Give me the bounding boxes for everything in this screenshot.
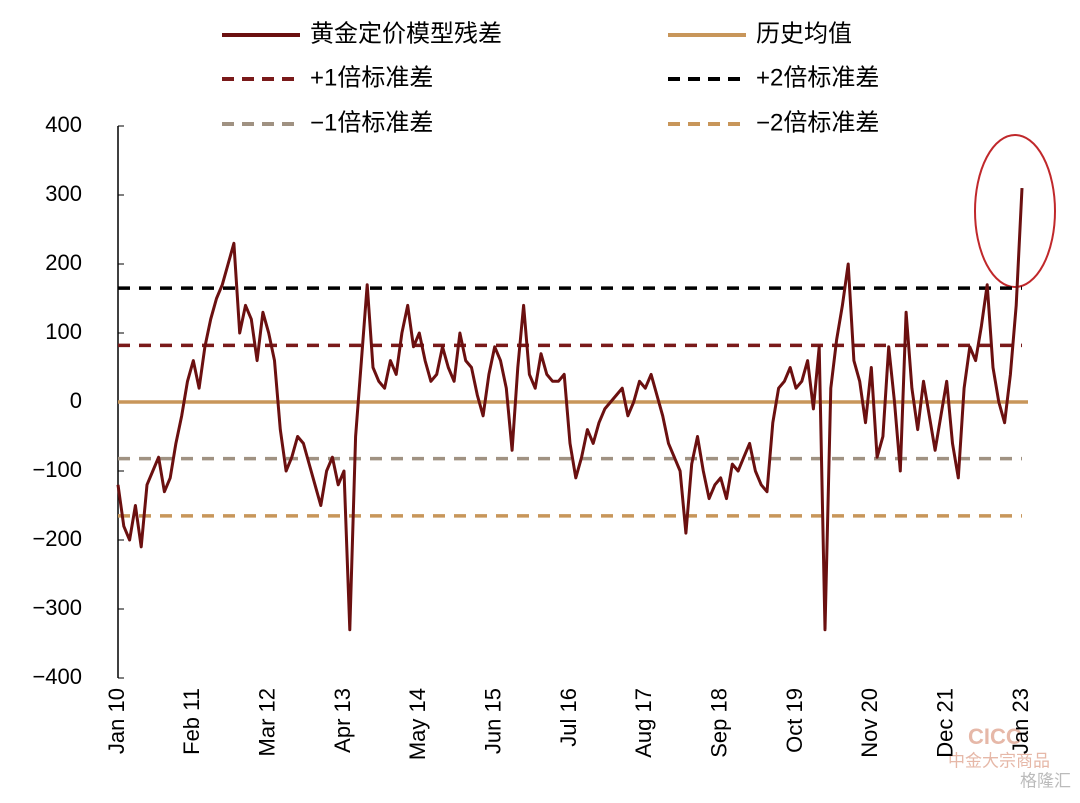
y-tick-label: 200 <box>45 250 82 275</box>
watermark: 格隆汇 <box>1020 771 1071 790</box>
x-tick-label: Mar 12 <box>254 688 279 756</box>
y-tick-label: −100 <box>32 457 82 482</box>
legend-label: +2倍标准差 <box>756 64 879 91</box>
legend-label: −2倍标准差 <box>756 109 879 136</box>
legend-label: 历史均值 <box>756 20 852 47</box>
x-tick-label: Jan 10 <box>104 688 129 754</box>
y-tick-label: 0 <box>70 388 82 413</box>
x-tick-label: Apr 13 <box>330 688 355 753</box>
x-tick-label: Feb 11 <box>179 688 204 755</box>
watermark: 中金大宗商品 <box>948 751 1050 770</box>
highlight-ellipse <box>974 134 1056 288</box>
x-tick-label: Oct 19 <box>782 688 807 753</box>
y-tick-label: −400 <box>32 664 82 689</box>
x-tick-label: Sep 18 <box>706 688 731 758</box>
legend-label: −1倍标准差 <box>310 109 433 136</box>
x-tick-label: Aug 17 <box>631 688 656 758</box>
x-tick-label: Dec 21 <box>932 688 957 758</box>
legend-label: +1倍标准差 <box>310 64 433 91</box>
x-tick-label: Nov 20 <box>857 688 882 758</box>
legend-label: 黄金定价模型残差 <box>310 20 502 47</box>
watermark: CICC <box>968 724 1022 749</box>
x-tick-label: May 14 <box>405 688 430 760</box>
x-tick-label: Jun 15 <box>480 688 505 754</box>
x-tick-label: Jul 16 <box>556 688 581 747</box>
y-tick-label: 400 <box>45 112 82 137</box>
y-tick-label: −200 <box>32 526 82 551</box>
y-tick-label: 300 <box>45 181 82 206</box>
y-tick-label: −300 <box>32 595 82 620</box>
y-tick-label: 100 <box>45 319 82 344</box>
x-tick-label: Jan 23 <box>1008 688 1033 754</box>
series-line <box>116 188 1024 632</box>
